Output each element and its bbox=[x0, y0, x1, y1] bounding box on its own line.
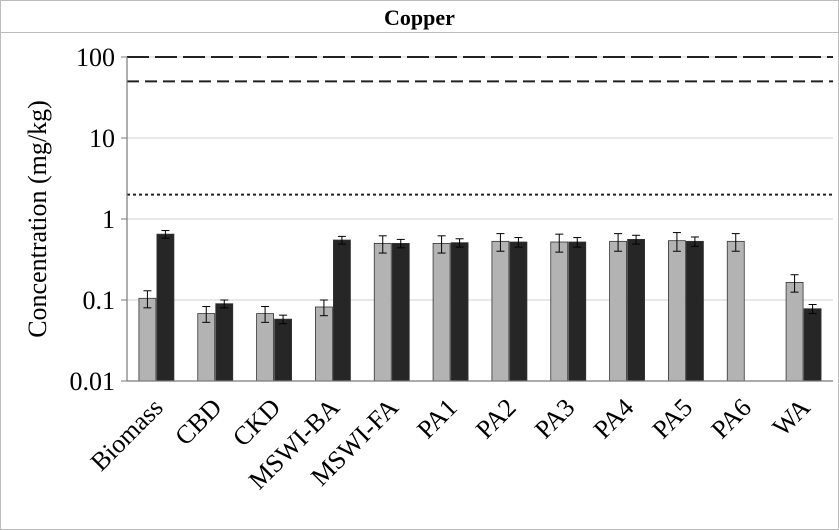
bar bbox=[315, 306, 333, 382]
bar bbox=[550, 241, 569, 382]
reference-lines bbox=[127, 56, 833, 196]
category-label: PA4 bbox=[588, 393, 640, 445]
category-label: PA2 bbox=[470, 393, 522, 445]
y-tick-label: 0.01 bbox=[70, 367, 116, 396]
category-label: PA6 bbox=[705, 393, 757, 445]
bar bbox=[156, 233, 175, 382]
bar bbox=[509, 241, 528, 382]
y-axis-title: Concentration (mg/kg) bbox=[23, 100, 52, 338]
bar bbox=[686, 240, 704, 382]
category-label: PA3 bbox=[529, 393, 581, 445]
bar bbox=[609, 240, 627, 382]
y-tick-label: 1 bbox=[102, 205, 115, 234]
bar bbox=[391, 242, 410, 382]
axes bbox=[121, 56, 833, 382]
bar bbox=[215, 303, 234, 382]
bar bbox=[333, 239, 351, 382]
category-label: Biomass bbox=[85, 393, 169, 477]
y-tick-label: 100 bbox=[76, 43, 115, 72]
bar bbox=[568, 241, 587, 382]
bars bbox=[138, 230, 822, 382]
bar bbox=[373, 242, 392, 382]
y-tick-label: 0.1 bbox=[83, 286, 116, 315]
bar bbox=[138, 297, 157, 382]
category-label: CBD bbox=[169, 393, 227, 451]
bar bbox=[450, 242, 469, 382]
category-label: WA bbox=[767, 393, 816, 442]
title-bar: Copper bbox=[1, 1, 838, 33]
bar bbox=[197, 313, 216, 382]
bar bbox=[274, 318, 292, 382]
bar bbox=[785, 281, 804, 382]
chart-title: Copper bbox=[384, 5, 455, 30]
bar bbox=[803, 308, 822, 382]
category-label: PA1 bbox=[411, 393, 463, 445]
category-label: PA5 bbox=[647, 393, 699, 445]
bar bbox=[627, 238, 645, 382]
bar bbox=[256, 313, 274, 382]
y-tick-label: 10 bbox=[89, 124, 115, 153]
bar bbox=[668, 240, 686, 382]
bar bbox=[432, 242, 451, 382]
bar bbox=[491, 240, 510, 382]
bar bbox=[726, 240, 745, 382]
y-tick-labels: 0.01 0.1 1 10 100 bbox=[70, 43, 116, 396]
